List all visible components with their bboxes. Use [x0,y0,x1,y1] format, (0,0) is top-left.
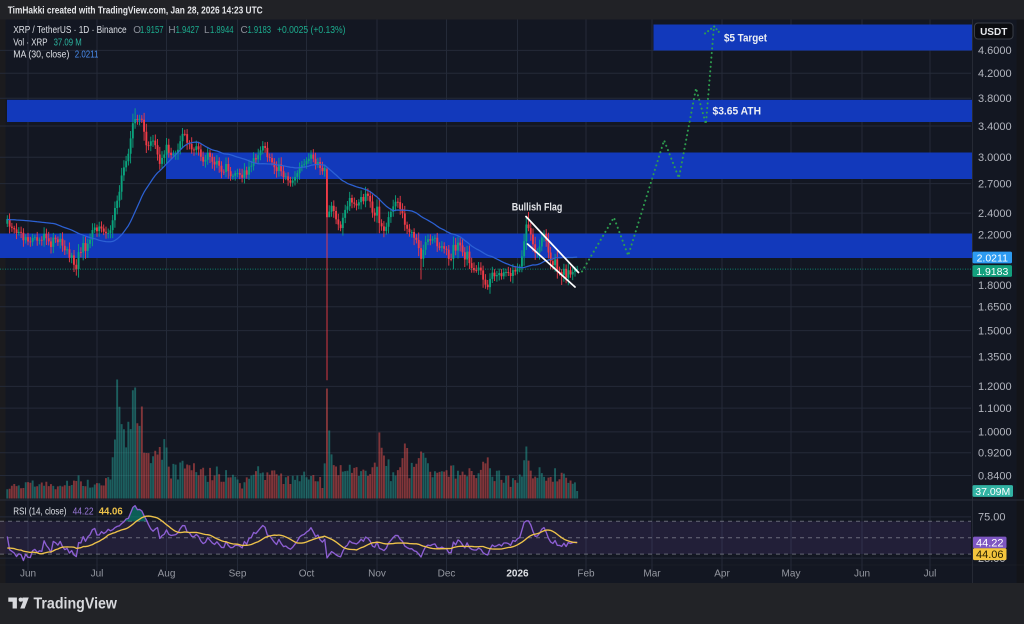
svg-text:4.6000: 4.6000 [978,45,1012,57]
svg-text:44.06: 44.06 [976,549,1004,561]
svg-text:2.7000: 2.7000 [978,178,1012,190]
svg-text:1.6500: 1.6500 [978,302,1012,314]
svg-text:1.9183: 1.9183 [248,25,272,36]
svg-text:1.9183: 1.9183 [976,266,1008,278]
svg-text:2.4000: 2.4000 [978,208,1012,220]
svg-text:1.8944: 1.8944 [210,25,234,36]
svg-text:Jun: Jun [854,569,870,580]
svg-text:O: O [133,25,141,36]
svg-text:37.09 M: 37.09 M [54,37,82,48]
svg-text:1.9157: 1.9157 [140,25,164,36]
svg-text:1.0000: 1.0000 [978,427,1012,439]
svg-text:44.22: 44.22 [73,507,94,518]
svg-text:MA (30, close): MA (30, close) [13,50,69,61]
svg-text:Dec: Dec [438,569,456,580]
svg-text:1.5000: 1.5000 [978,325,1012,337]
svg-text:L: L [204,25,210,36]
svg-text:2.2000: 2.2000 [978,230,1012,242]
svg-text:May: May [782,569,801,580]
svg-text:Aug: Aug [158,569,176,580]
svg-text:3.4000: 3.4000 [978,121,1012,133]
svg-text:1.9427: 1.9427 [176,25,200,36]
svg-text:TradingView: TradingView [34,596,118,613]
svg-text:1.3500: 1.3500 [978,352,1012,364]
svg-text:Feb: Feb [577,569,595,580]
svg-text:Oct: Oct [299,569,315,580]
svg-text:1.2000: 1.2000 [978,381,1012,393]
svg-text:+0.0025 (+0.13%): +0.0025 (+0.13%) [277,25,346,36]
svg-text:75.00: 75.00 [978,512,1006,524]
svg-text:0.8400: 0.8400 [978,470,1012,482]
svg-text:XRP / TetherUS · 1D · Binance: XRP / TetherUS · 1D · Binance [13,25,127,36]
svg-text:3.8000: 3.8000 [978,93,1012,105]
svg-text:3.0000: 3.0000 [978,152,1012,164]
svg-text:Vol · XRP: Vol · XRP [13,37,48,48]
svg-text:Jun: Jun [20,569,36,580]
svg-text:C: C [241,25,248,36]
svg-text:1.1000: 1.1000 [978,403,1012,415]
svg-text:Bullish Flag: Bullish Flag [512,202,563,214]
svg-text:Apr: Apr [714,569,730,580]
svg-text:44.22: 44.22 [976,537,1004,549]
svg-text:1.8000: 1.8000 [978,280,1012,292]
svg-text:2.0211: 2.0211 [75,50,99,61]
svg-text:37.09M: 37.09M [975,486,1010,498]
svg-text:USDT: USDT [980,27,1007,38]
svg-text:Jul: Jul [91,569,104,580]
svg-text:2.0211: 2.0211 [977,252,1008,264]
svg-text:TimHakki created with TradingV: TimHakki created with TradingView.com, J… [8,5,263,16]
svg-text:0.9200: 0.9200 [978,448,1012,460]
svg-text:$3.65 ATH: $3.65 ATH [713,106,762,118]
svg-text:H: H [168,25,175,36]
svg-text:Nov: Nov [368,569,386,580]
svg-text:$5 Target: $5 Target [724,33,767,45]
svg-text:4.2000: 4.2000 [978,68,1012,80]
svg-text:Mar: Mar [643,569,661,580]
svg-text:2026: 2026 [506,569,529,580]
svg-text:RSI (14, close): RSI (14, close) [13,507,66,518]
svg-text:44.06: 44.06 [99,507,123,518]
svg-text:Sep: Sep [229,569,247,580]
svg-text:Jul: Jul [924,569,937,580]
